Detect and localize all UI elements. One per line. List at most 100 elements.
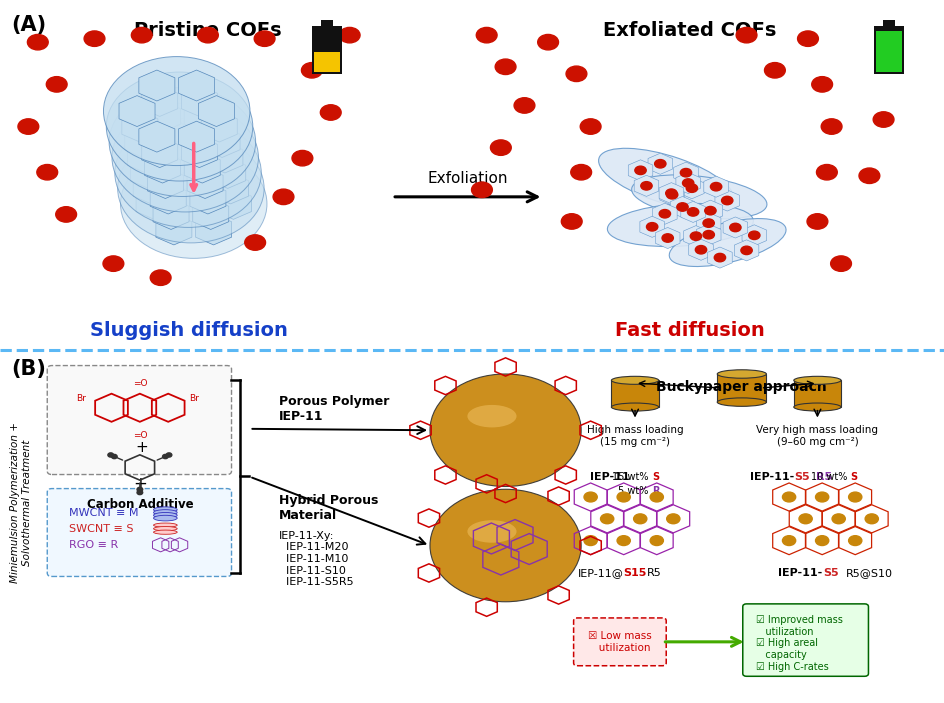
Text: (A): (A) [11,15,46,35]
Text: Carbon Additive: Carbon Additive [87,498,193,510]
Text: IEP-11-Xy:
  IEP-11-M20
  IEP-11-M10
  IEP-11-S10
  IEP-11-S5R5: IEP-11-Xy: IEP-11-M20 IEP-11-M10 IEP-11-… [278,531,353,587]
Circle shape [634,166,646,174]
Circle shape [735,27,756,43]
Bar [312,26,342,74]
Ellipse shape [153,512,177,518]
Circle shape [714,253,725,262]
Circle shape [662,234,673,243]
Text: 15 wt%: 15 wt% [612,472,651,482]
Circle shape [537,34,558,50]
Circle shape [103,256,124,271]
Circle shape [815,536,828,546]
Text: MWCNT ≡ M: MWCNT ≡ M [69,508,139,518]
Circle shape [815,492,828,502]
Circle shape [729,224,740,232]
Circle shape [646,223,657,231]
Ellipse shape [716,370,766,378]
Text: IEP-11-: IEP-11- [777,568,821,578]
Circle shape [682,179,693,187]
Bar [875,31,902,72]
Ellipse shape [430,489,581,602]
Text: Br: Br [189,394,198,403]
Circle shape [797,31,818,46]
Bar [793,380,840,407]
Circle shape [666,191,677,199]
Text: +: + [133,475,146,493]
Circle shape [666,514,679,524]
Ellipse shape [111,103,259,212]
Circle shape [865,514,878,524]
Circle shape [583,492,597,502]
Text: ☒ Low mass
   utilization: ☒ Low mass utilization [587,631,651,652]
FancyBboxPatch shape [742,604,868,676]
Circle shape [748,231,759,240]
Circle shape [580,119,600,134]
Text: Br: Br [76,394,86,403]
FancyBboxPatch shape [47,489,231,576]
Ellipse shape [793,376,840,385]
Circle shape [806,214,827,229]
Circle shape [782,536,795,546]
Ellipse shape [117,134,263,243]
Text: Sluggish diffusion: Sluggish diffusion [90,321,288,340]
Ellipse shape [153,515,177,521]
Circle shape [46,77,67,92]
Circle shape [689,232,700,240]
Ellipse shape [153,510,177,515]
Circle shape [695,245,706,254]
Circle shape [339,27,360,43]
Ellipse shape [109,88,255,197]
Text: S: S [651,472,659,482]
Circle shape [764,63,784,78]
Circle shape [254,31,275,46]
Circle shape [676,202,687,211]
Ellipse shape [106,72,252,181]
Circle shape [848,536,861,546]
Bar [883,20,894,26]
Circle shape [570,165,591,180]
Circle shape [649,536,663,546]
Circle shape [659,209,670,218]
Circle shape [798,514,811,524]
Circle shape [685,184,697,193]
Circle shape [848,492,861,502]
Ellipse shape [611,403,658,411]
Text: Very high mass loading
(9–60 mg cm⁻²): Very high mass loading (9–60 mg cm⁻²) [755,425,878,447]
Bar [313,52,340,72]
Circle shape [740,246,751,254]
Ellipse shape [467,405,516,427]
Circle shape [476,27,497,43]
Circle shape [616,536,630,546]
Text: =O: =O [132,431,147,440]
Circle shape [27,34,48,50]
Text: ☑ Improved mass
   utilization
☑ High areal
   capacity
☑ High C-rates: ☑ Improved mass utilization ☑ High areal… [755,615,842,671]
Circle shape [162,454,168,458]
Text: Exfoliated COFs: Exfoliated COFs [602,21,776,40]
Ellipse shape [103,57,249,166]
Text: 10 wt%: 10 wt% [810,472,850,482]
Circle shape [816,165,836,180]
Text: R5@S10: R5@S10 [845,568,892,578]
Text: R5: R5 [816,472,832,482]
Ellipse shape [793,403,840,411]
Ellipse shape [668,219,785,266]
Circle shape [640,181,651,190]
Text: SWCNT ≡ S: SWCNT ≡ S [69,524,133,534]
Text: Fast diffusion: Fast diffusion [615,321,764,340]
Circle shape [273,189,294,205]
Circle shape [166,453,172,457]
Circle shape [872,112,893,127]
Circle shape [37,165,58,180]
Circle shape [514,98,534,113]
Bar [321,20,332,26]
Bar [716,374,766,402]
Ellipse shape [607,203,752,247]
Ellipse shape [153,530,177,534]
Text: Pristine COFs: Pristine COFs [134,21,281,40]
FancyBboxPatch shape [573,618,666,666]
Text: +: + [135,440,148,455]
Circle shape [561,214,582,229]
Circle shape [471,182,492,198]
Text: Hybrid Porous
Material: Hybrid Porous Material [278,494,378,522]
Ellipse shape [716,398,766,406]
